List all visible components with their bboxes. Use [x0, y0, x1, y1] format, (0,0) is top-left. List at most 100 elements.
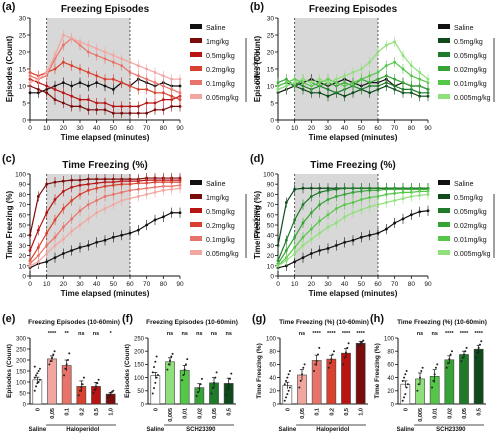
y-tick-label: 70 [19, 202, 27, 209]
individual-point [298, 386, 301, 389]
y-axis-label: Episodes (Count) [124, 344, 131, 398]
data-point [343, 215, 347, 219]
data-point [343, 203, 347, 207]
individual-point [327, 366, 330, 369]
data-point [128, 84, 132, 88]
bar [341, 352, 351, 405]
data-point [384, 227, 388, 231]
legend-swatch [438, 236, 450, 241]
legend-swatch [190, 66, 202, 71]
y-tick-label: 20 [267, 253, 275, 260]
x-tick-label: 60 [126, 125, 134, 132]
data-point [153, 108, 157, 112]
x-tick-label: 0 [28, 281, 32, 288]
legend-label: 0.2mg/kg [206, 223, 235, 230]
data-point [78, 81, 82, 84]
individual-point [167, 363, 170, 366]
individual-point [97, 378, 100, 381]
individual-point [155, 355, 158, 358]
data-point [70, 84, 74, 88]
individual-point [445, 366, 448, 369]
data-point [401, 88, 405, 91]
data-point [70, 217, 74, 221]
data-point [343, 193, 347, 196]
data-point [301, 235, 305, 239]
significance-marker: **** [445, 331, 454, 337]
data-point [45, 244, 49, 247]
individual-point [33, 376, 36, 379]
individual-point [316, 353, 319, 356]
category-label: 0,5 [477, 408, 483, 416]
data-point [53, 198, 57, 201]
bar [311, 360, 322, 405]
individual-point [464, 350, 467, 353]
legend-swatch [438, 52, 450, 57]
individual-point [65, 363, 68, 366]
data-point [359, 235, 363, 239]
data-point [36, 88, 40, 91]
data-point [103, 57, 107, 61]
data-point [170, 77, 174, 81]
data-point [393, 77, 397, 81]
data-point [86, 182, 90, 186]
individual-point [403, 396, 406, 399]
legend-label: 0.01mg/kg [454, 237, 487, 244]
bar-panel-3: (h) Time Freezing (%) (10-60min) 0 20 40 60 80… [370, 313, 487, 433]
data-point [86, 98, 90, 101]
individual-point [171, 352, 174, 355]
legend-label: 0.02mg/kg [454, 223, 487, 230]
category-label: 0 [285, 408, 291, 411]
data-point [384, 201, 388, 204]
individual-point [342, 363, 345, 366]
data-point [293, 81, 297, 84]
data-point [53, 88, 57, 91]
y-tick-label: 0 [270, 118, 274, 125]
panel-label: (g) [252, 313, 266, 325]
data-point [301, 244, 305, 247]
data-point [293, 187, 297, 191]
category-label: 0,1 [315, 408, 321, 416]
data-point [409, 64, 413, 67]
data-point [393, 60, 397, 64]
legend-swatch [190, 194, 202, 199]
data-point [293, 260, 297, 264]
data-point [359, 77, 363, 81]
y-tick-label: 150 [16, 369, 27, 375]
individual-point [450, 350, 453, 353]
individual-point [63, 374, 66, 377]
individual-point [36, 372, 39, 375]
data-point [128, 105, 132, 108]
data-point [418, 77, 422, 81]
data-point [293, 246, 297, 249]
category-label: 0,01 [433, 408, 439, 419]
data-point [28, 91, 32, 95]
y-tick-label: 100 [263, 172, 274, 179]
data-point [309, 186, 313, 190]
data-point [136, 105, 140, 108]
y-tick-label: 40 [269, 376, 276, 382]
data-point [86, 43, 90, 47]
data-point [293, 235, 297, 239]
legend-swatch [438, 80, 450, 85]
individual-point [299, 379, 302, 382]
legend-swatch [438, 222, 450, 227]
data-point [145, 223, 149, 227]
data-point [78, 193, 82, 196]
data-point [145, 111, 149, 115]
data-point [136, 228, 140, 232]
individual-point [195, 395, 198, 398]
category-label: 0,02 [197, 408, 203, 419]
data-point [36, 195, 40, 198]
legend-label: 0.2mg/kg [206, 67, 235, 74]
data-point [111, 88, 115, 91]
individual-point [313, 370, 316, 372]
data-point [53, 54, 57, 57]
individual-point [285, 396, 288, 399]
data-point [61, 225, 65, 229]
individual-point [95, 385, 97, 388]
y-tick-label: 30 [267, 16, 275, 23]
individual-point [404, 393, 407, 396]
data-point [409, 74, 413, 78]
y-tick-label: 30 [19, 16, 27, 23]
legend-swatch [190, 236, 202, 241]
